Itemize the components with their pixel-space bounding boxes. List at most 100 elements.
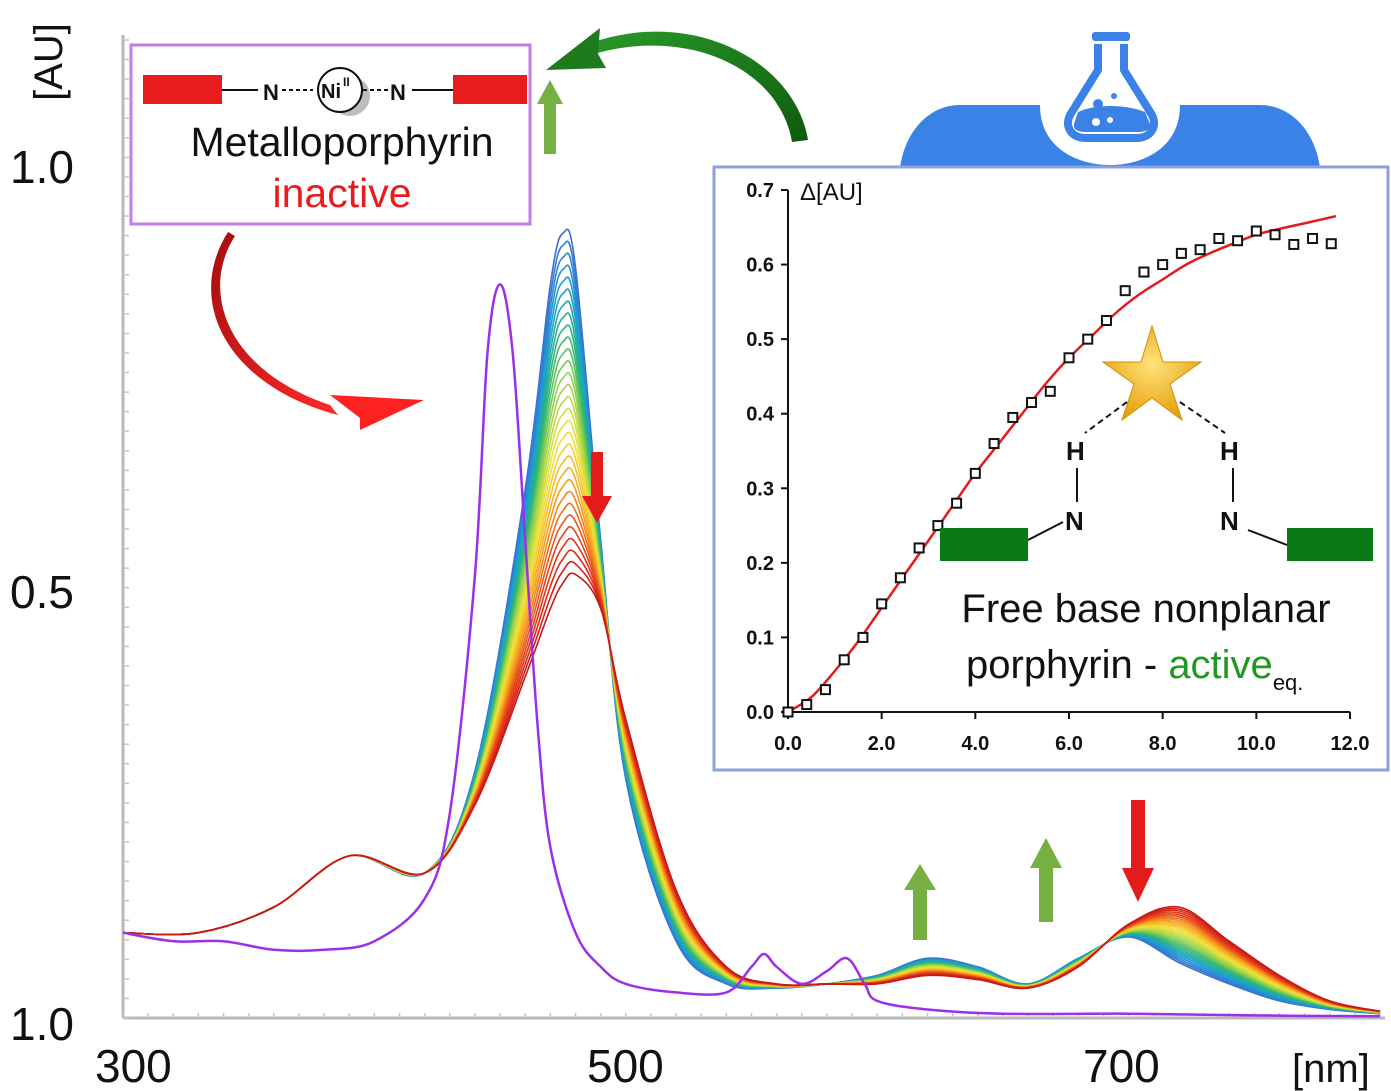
inset-data-point xyxy=(782,706,794,718)
inset-y-tick-label: 0.2 xyxy=(746,553,774,575)
curved-arrow-red-head xyxy=(330,395,424,430)
inset-chart: 0.0 0.1 0.2 0.3 0.4 0.5 0.6 0.7 0.0 2.0 4.0 6.0 8.0… xyxy=(712,165,1390,772)
inset-data-point xyxy=(1250,225,1262,237)
inset-data-point xyxy=(988,438,1000,450)
caption-active: active xyxy=(1168,643,1273,687)
curved-arrow-green xyxy=(585,31,808,142)
inset-y-ticks: 0.0 0.1 0.2 0.3 0.4 0.5 0.6 0.7 xyxy=(746,180,788,724)
inset-data-point xyxy=(1082,333,1094,345)
titration-line xyxy=(122,572,1381,1012)
inset-x-tick-label: 6.0 xyxy=(1055,733,1083,755)
inset-data-point xyxy=(1269,229,1281,241)
inset-data-point xyxy=(1325,238,1337,250)
inset-data-point xyxy=(1026,397,1038,409)
inset-data-point xyxy=(819,684,831,696)
ni-superscript: II xyxy=(343,75,350,89)
arrow-down-q3 xyxy=(1122,800,1154,902)
hbond-right xyxy=(1179,401,1226,434)
inset-y-tick-label: 0.3 xyxy=(746,478,774,500)
metalloporphyrin-box: N Ni II N Metalloporphyrin inactive xyxy=(129,43,532,226)
caption-subscript: eq. xyxy=(1273,670,1304,695)
inset-x-tick-label: 4.0 xyxy=(961,733,989,755)
arrow-up-q1 xyxy=(904,864,936,940)
inset-data-points xyxy=(782,225,1337,718)
inset-x-ticks: 0.0 2.0 4.0 6.0 8.0 10.0 12.0 xyxy=(774,712,1369,755)
main-chart-axes xyxy=(121,35,1385,1020)
inset-data-point xyxy=(1063,352,1075,364)
inset-y-tick-label: 0.5 xyxy=(746,329,774,351)
caption-line1: Free base nonplanar xyxy=(961,587,1330,631)
n-left: N xyxy=(1065,506,1084,536)
n-bar-bond-right xyxy=(1247,529,1288,546)
inset-data-point xyxy=(838,654,850,666)
titration-series-group xyxy=(122,228,1381,1015)
metallo-n-left: N xyxy=(263,80,279,105)
inset-y-tick-label: 0.1 xyxy=(746,627,774,649)
y-tick-label-mid: 0.5 xyxy=(10,566,74,618)
arrow-down-soret xyxy=(582,452,612,523)
inset-data-point xyxy=(1288,238,1300,250)
ni-circle xyxy=(317,67,363,113)
inset-data-point xyxy=(951,497,963,509)
inset-data-point xyxy=(1194,244,1206,256)
inset-data-point xyxy=(913,542,925,554)
h-right: H xyxy=(1220,436,1239,466)
ni-label: Ni xyxy=(321,81,341,103)
inset-x-tick-label: 8.0 xyxy=(1149,733,1177,755)
inset-x-tick-label: 12.0 xyxy=(1331,733,1370,755)
n-bar-bond-left xyxy=(1027,521,1064,541)
inset-data-point xyxy=(1044,385,1056,397)
metalloporphyrin-spectrum-line xyxy=(122,283,1381,1018)
green-bar-left xyxy=(940,528,1028,561)
x-tick-label-300: 300 xyxy=(95,1040,172,1091)
inset-data-point xyxy=(1232,235,1244,247)
inset-y-tick-label: 0.4 xyxy=(746,404,775,426)
hbond-left xyxy=(1084,401,1128,434)
inset-frame xyxy=(712,165,1390,772)
x-unit-label: [nm] xyxy=(1292,1047,1370,1091)
inset-data-point xyxy=(857,631,869,643)
metalloporphyrin-label: Metalloporphyrin xyxy=(190,119,493,165)
porphyrin-bar-right xyxy=(453,75,527,104)
inset-data-point xyxy=(1007,411,1019,423)
arrow-up-soret xyxy=(537,80,563,154)
metallo-n-right: N xyxy=(390,80,406,105)
inset-y-label: Δ[AU] xyxy=(800,179,863,206)
inset-data-point xyxy=(969,467,981,479)
caption-prefix: porphyrin - xyxy=(966,643,1168,687)
inset-y-tick-label: 0.0 xyxy=(746,702,774,724)
free-base-structure: H H N N xyxy=(940,324,1373,561)
caption-line2: porphyrin - activeeq. xyxy=(966,643,1303,695)
y-tick-label-top: 1.0 xyxy=(10,141,74,193)
curved-arrow-green-head xyxy=(546,28,606,70)
y-tick-label-bottom: 1.0 xyxy=(10,998,74,1050)
h-left: H xyxy=(1066,436,1085,466)
inset-data-point xyxy=(1213,232,1225,244)
porphyrin-bar-left xyxy=(143,75,222,104)
inset-x-tick-label: 0.0 xyxy=(774,733,802,755)
inset-x-tick-label: 10.0 xyxy=(1237,733,1276,755)
star-icon xyxy=(1101,324,1203,422)
inset-data-point xyxy=(876,598,888,610)
flask-stand xyxy=(900,32,1320,168)
inset-data-point xyxy=(894,572,906,584)
inset-data-point xyxy=(1119,285,1131,297)
inset-data-point xyxy=(1175,247,1187,259)
inset-data-point xyxy=(1100,315,1112,326)
inset-y-tick-label: 0.6 xyxy=(746,255,774,277)
inset-data-point xyxy=(1307,232,1319,244)
inset-data-point xyxy=(801,699,813,711)
inset-data-point xyxy=(1157,259,1169,271)
flask-icon xyxy=(1064,32,1158,142)
inset-data-point xyxy=(1138,266,1150,278)
y-unit-label: [AU] xyxy=(27,23,71,101)
inset-x-tick-label: 2.0 xyxy=(868,733,896,755)
n-right: N xyxy=(1220,506,1239,536)
green-bar-right xyxy=(1287,528,1373,561)
inactive-label: inactive xyxy=(272,170,411,216)
x-tick-label-500: 500 xyxy=(587,1040,664,1091)
x-tick-label-700: 700 xyxy=(1083,1040,1160,1091)
arrow-up-q2 xyxy=(1030,838,1062,922)
main-minor-ticks xyxy=(122,39,1381,1019)
